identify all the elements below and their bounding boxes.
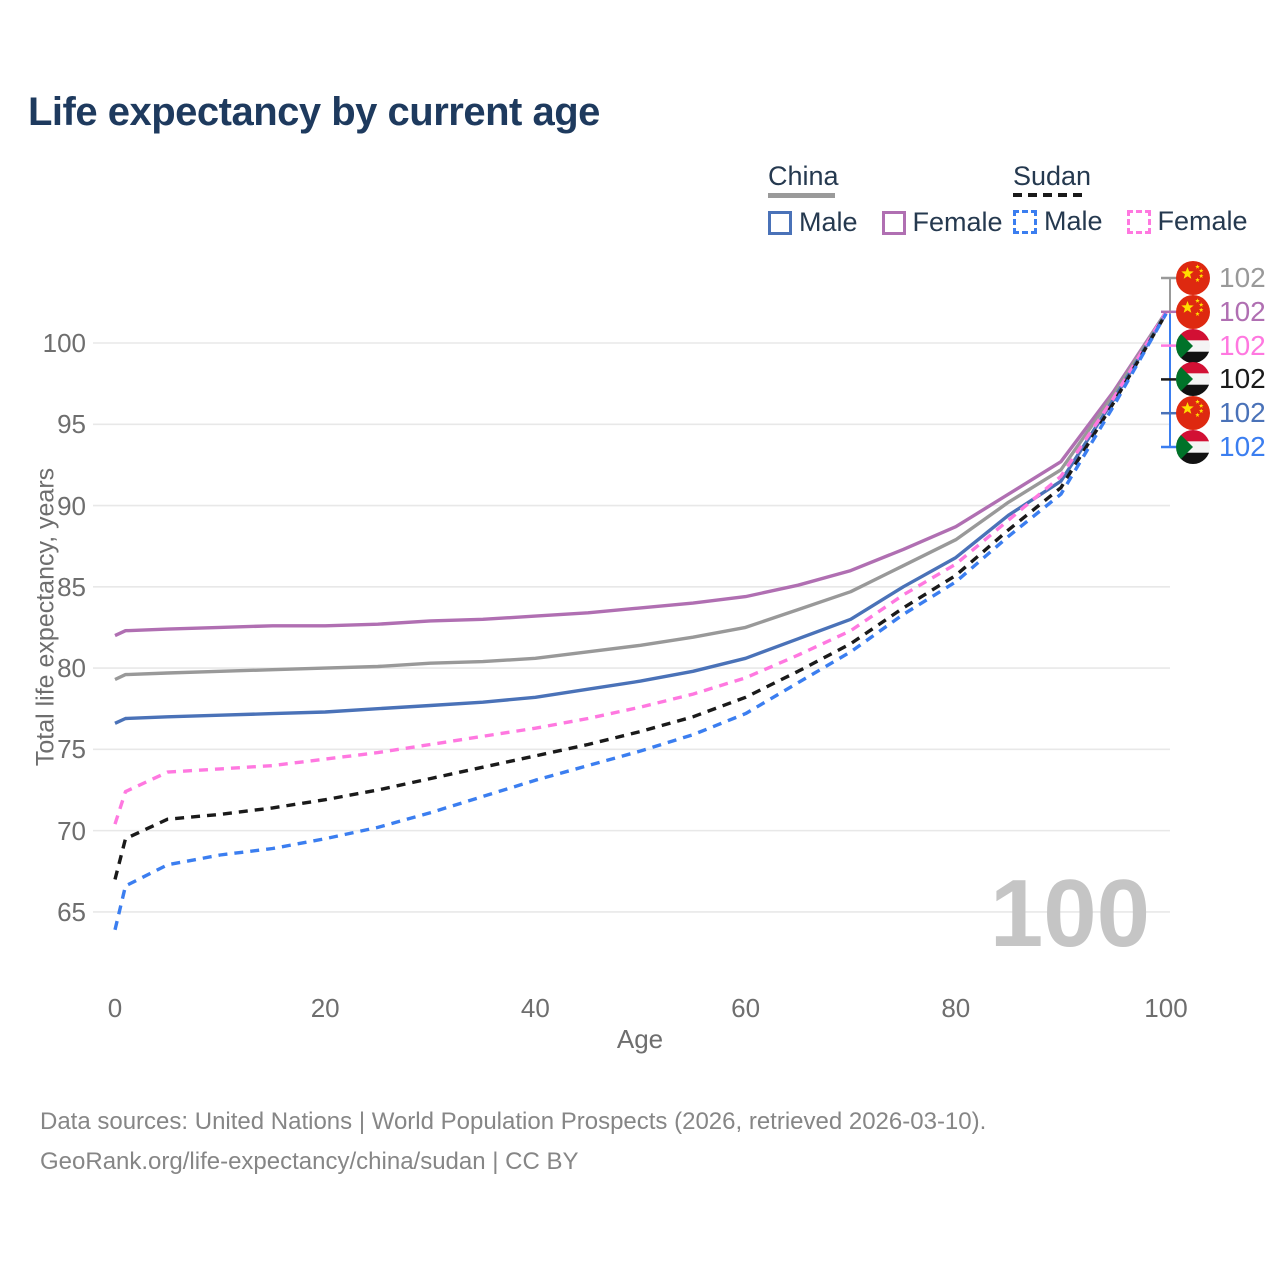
series-line-china-female: [114, 311, 1168, 638]
series-line-sudan-male: [113, 312, 1168, 931]
legend-header-sudan[interactable]: Sudan: [1013, 161, 1092, 191]
series-line-sudan-female: [113, 311, 1168, 825]
legend-line-style-china: [768, 193, 835, 198]
legend-label-china-female: Female: [912, 207, 1003, 237]
leader-lines: [1161, 276, 1177, 449]
checkbox-china-female[interactable]: [881, 210, 906, 235]
end-value-label: 102: [1219, 397, 1266, 429]
y-tick-label: 80: [57, 653, 86, 684]
legend-item-sudan-female[interactable]: Female: [1126, 206, 1248, 237]
end-label-row-sudan: 102: [1176, 362, 1266, 397]
checkbox-sudan-female[interactable]: [1126, 209, 1151, 234]
y-tick-label: 90: [57, 490, 86, 521]
legend-group-china: China Male Female: [768, 161, 1003, 238]
legend-group-sudan: Sudan Male Female: [1013, 161, 1248, 237]
x-tick-label: 20: [310, 993, 340, 1023]
x-tick-label: 60: [731, 993, 761, 1023]
y-tick-label: 70: [57, 815, 86, 846]
end-value-label: 102: [1219, 431, 1266, 462]
data-sources-text: Data sources: United Nations | World Pop…: [40, 1108, 987, 1135]
legend-items-china: Male Female: [768, 207, 1003, 238]
series-line-china-male: [114, 312, 1168, 725]
legend-item-china-male[interactable]: Male: [768, 207, 858, 238]
legend-item-china-female[interactable]: Female: [881, 207, 1003, 238]
series-line-sudan-both-sexes: [113, 312, 1168, 880]
legend-label-sudan-female: Female: [1157, 206, 1248, 236]
end-label-row-sudan: 102: [1176, 430, 1266, 464]
current-age-watermark: 100: [989, 860, 1150, 967]
end-value-label: 102: [1219, 262, 1266, 293]
end-value-label: 102: [1219, 329, 1266, 361]
sudan-flag-icon: [1176, 430, 1210, 464]
end-label-row-china: 102: [1176, 396, 1266, 431]
end-value-label: 102: [1219, 363, 1266, 395]
y-tick-label: 100: [42, 328, 86, 358]
end-label-row-china: 102: [1176, 261, 1266, 295]
sudan-flag-icon: [1176, 328, 1210, 363]
checkbox-sudan-male[interactable]: [1013, 209, 1037, 234]
legend-line-style-sudan: [1013, 193, 1086, 197]
y-tick-label: 85: [57, 571, 86, 602]
end-label-row-sudan: 102: [1176, 328, 1266, 363]
y-tick-label: 95: [57, 409, 86, 440]
legend-header-china[interactable]: China: [768, 161, 839, 191]
legend-label-sudan-male: Male: [1044, 206, 1103, 236]
series-line-china-both-sexes: [114, 311, 1168, 682]
end-value-label: 102: [1219, 295, 1266, 327]
china-flag-icon: [1176, 294, 1210, 329]
x-tick-label: 100: [1144, 993, 1188, 1023]
china-flag-icon: [1176, 396, 1210, 431]
x-tick-label: 80: [941, 993, 971, 1023]
attribution-text: GeoRank.org/life-expectancy/china/sudan …: [40, 1148, 579, 1175]
china-flag-icon: [1176, 261, 1210, 295]
checkbox-china-male[interactable]: [768, 210, 792, 235]
x-tick-label: 0: [107, 993, 123, 1023]
x-axis-title: Age: [616, 1024, 664, 1054]
end-label-row-china: 102: [1176, 294, 1266, 329]
y-tick-label: 65: [57, 896, 86, 927]
legend-label-china-male: Male: [799, 207, 858, 237]
legend-items-sudan: Male Female: [1013, 206, 1248, 237]
legend-item-sudan-male[interactable]: Male: [1013, 206, 1103, 237]
x-tick-label: 40: [520, 993, 550, 1023]
page-title: Life expectancy by current age: [28, 90, 600, 134]
y-tick-label: 75: [57, 734, 86, 765]
sudan-flag-icon: [1176, 362, 1210, 397]
